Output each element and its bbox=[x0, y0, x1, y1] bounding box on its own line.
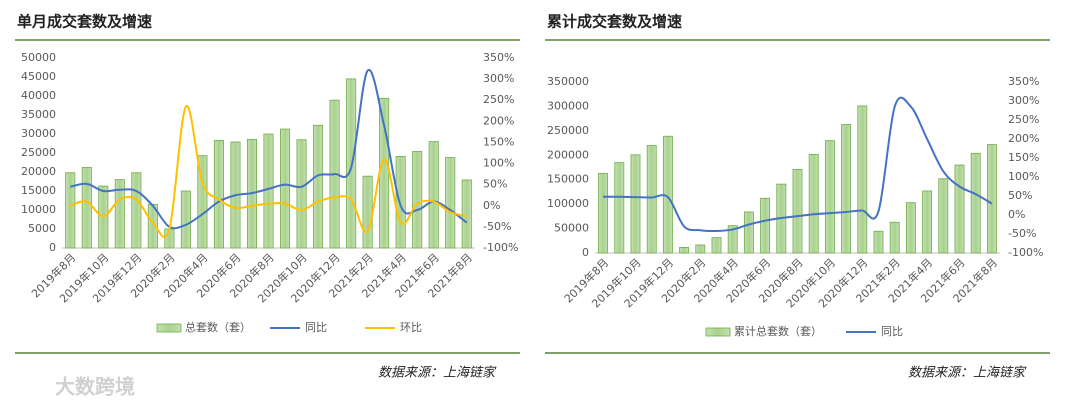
y2-tick-label: 50% bbox=[1008, 189, 1032, 202]
y2-tick-label: 250% bbox=[483, 93, 514, 106]
bar bbox=[905, 202, 916, 254]
bar bbox=[889, 221, 900, 254]
bar bbox=[711, 237, 722, 254]
bar bbox=[412, 151, 423, 249]
bar bbox=[279, 128, 291, 249]
y2-tick-label: 150% bbox=[1008, 151, 1039, 164]
y-tick-label: 50000 bbox=[21, 51, 56, 64]
bar bbox=[614, 162, 625, 254]
y-tick-label: 0 bbox=[582, 246, 589, 259]
bar bbox=[296, 139, 307, 249]
legend-label: 同比 bbox=[305, 321, 327, 334]
legend-label: 同比 bbox=[881, 325, 903, 338]
bar bbox=[646, 145, 657, 254]
y-tick-label: 0 bbox=[49, 241, 56, 254]
y-tick-label: 350000 bbox=[547, 75, 589, 88]
y2-tick-label: 100% bbox=[483, 157, 514, 170]
y2-tick-label: 100% bbox=[1008, 170, 1039, 183]
watermark: 大数跨境 bbox=[55, 375, 135, 399]
y-tick-label: 40000 bbox=[21, 89, 56, 102]
y-tick-label: 20000 bbox=[21, 165, 56, 178]
bar bbox=[362, 175, 373, 249]
y2-tick-label: 0% bbox=[483, 199, 500, 212]
line bbox=[70, 68, 468, 230]
bar bbox=[379, 97, 390, 249]
bar bbox=[873, 230, 884, 254]
bar bbox=[841, 124, 852, 254]
y-tick-label: 10000 bbox=[21, 203, 56, 216]
line bbox=[69, 105, 467, 238]
bar bbox=[180, 190, 191, 249]
y-tick-label: 30000 bbox=[21, 127, 56, 140]
y-tick-label: 25000 bbox=[21, 146, 56, 159]
bar bbox=[743, 211, 754, 254]
legend-label: 环比 bbox=[400, 321, 422, 334]
legend-label: 总套数（套） bbox=[185, 320, 251, 334]
bar bbox=[938, 178, 949, 254]
bar bbox=[727, 225, 738, 254]
bar bbox=[598, 172, 609, 254]
bar bbox=[428, 141, 439, 249]
y2-tick-label: 300% bbox=[483, 72, 514, 85]
source: 数据来源：上海链家 bbox=[908, 365, 1027, 381]
bar bbox=[114, 179, 125, 249]
y2-tick-label: 0% bbox=[1008, 208, 1025, 221]
y-tick-label: 100000 bbox=[547, 197, 589, 210]
bar bbox=[461, 179, 472, 249]
bar bbox=[922, 190, 933, 254]
y-tick-label: 45000 bbox=[21, 70, 56, 83]
y-tick-label: 300000 bbox=[547, 99, 589, 112]
bar bbox=[147, 203, 158, 249]
bar bbox=[808, 153, 819, 254]
y-tick-label: 50000 bbox=[554, 222, 589, 235]
legend-swatch bbox=[705, 327, 731, 337]
bar bbox=[695, 244, 706, 254]
y2-tick-label: 350% bbox=[1008, 75, 1039, 88]
y-tick-label: 35000 bbox=[21, 108, 56, 121]
y2-tick-label: -100% bbox=[483, 241, 518, 254]
bar bbox=[213, 140, 224, 249]
bar bbox=[346, 78, 357, 249]
legend-label: 累计总套数（套） bbox=[734, 324, 822, 338]
bar bbox=[792, 169, 803, 254]
y2-tick-label: 200% bbox=[483, 114, 514, 127]
bar bbox=[81, 167, 92, 249]
legend-swatch bbox=[156, 323, 182, 333]
bar bbox=[760, 197, 771, 254]
bar bbox=[313, 124, 324, 249]
y2-tick-label: 250% bbox=[1008, 113, 1039, 126]
bar bbox=[970, 152, 981, 254]
bar bbox=[954, 164, 965, 254]
bar bbox=[679, 246, 690, 254]
y2-tick-label: 50% bbox=[483, 178, 507, 191]
source: 数据来源：上海链家 bbox=[378, 365, 497, 381]
y-tick-label: 15000 bbox=[21, 184, 56, 197]
y-tick-label: 200000 bbox=[547, 148, 589, 161]
bar bbox=[395, 156, 406, 249]
y2-tick-label: 200% bbox=[1008, 132, 1039, 145]
y2-tick-label: -100% bbox=[1008, 246, 1043, 259]
y2-tick-label: -50% bbox=[483, 220, 511, 233]
chart-title: 累计成交套数及增速 bbox=[547, 13, 682, 31]
y-tick-label: 250000 bbox=[547, 124, 589, 137]
y2-tick-label: 150% bbox=[483, 135, 514, 148]
y-tick-label: 150000 bbox=[547, 173, 589, 186]
y2-tick-label: 350% bbox=[483, 51, 514, 64]
bar bbox=[197, 155, 208, 249]
bar bbox=[630, 154, 641, 254]
line bbox=[603, 96, 993, 233]
bar bbox=[986, 144, 997, 254]
bar bbox=[263, 133, 274, 249]
chart-title: 单月成交套数及增速 bbox=[17, 13, 152, 31]
bar bbox=[824, 140, 835, 254]
y-tick-label: 5000 bbox=[28, 222, 56, 235]
y2-tick-label: 300% bbox=[1008, 94, 1039, 107]
y2-tick-label: -50% bbox=[1008, 227, 1036, 240]
bar bbox=[131, 172, 142, 249]
bar bbox=[445, 157, 456, 249]
bar bbox=[857, 105, 868, 254]
bar bbox=[65, 172, 76, 249]
